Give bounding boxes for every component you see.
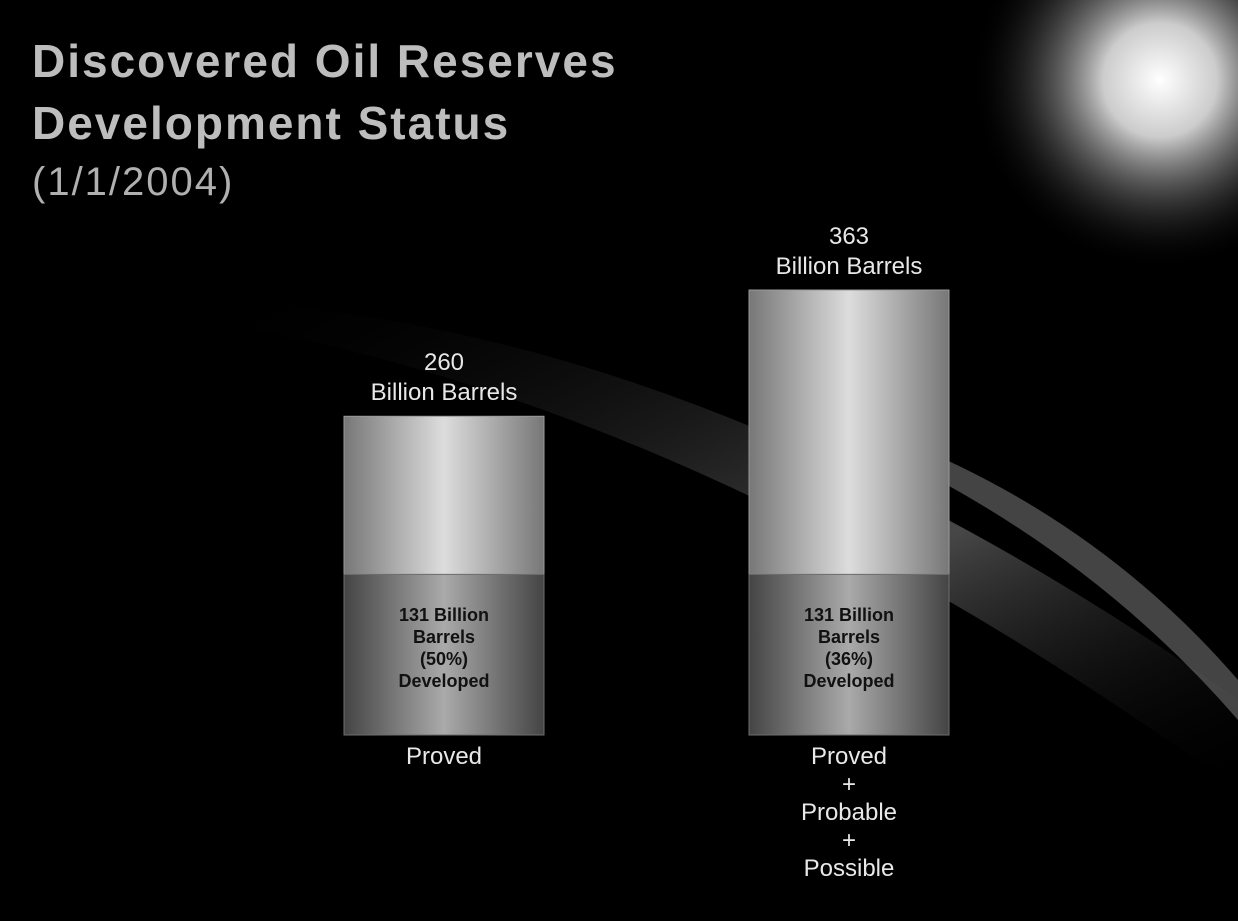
bar-developed bbox=[343, 573, 545, 736]
category-label: Proved bbox=[405, 743, 483, 770]
title: Discovered Oil Reserves Development Stat… bbox=[32, 35, 618, 149]
bar-developed bbox=[748, 573, 950, 736]
light-flare bbox=[970, 0, 1238, 270]
total-label: 363 Billion Barrels bbox=[775, 223, 923, 280]
bar-total bbox=[343, 415, 545, 575]
category-label: Proved + Probable + Possible bbox=[800, 743, 898, 882]
developed-label: 131 Billion Barrels (50%) Developed bbox=[398, 605, 490, 692]
developed-label: 131 Billion Barrels (36%) Developed bbox=[803, 605, 895, 692]
total-label: 260 Billion Barrels bbox=[370, 349, 518, 407]
bar-total bbox=[748, 289, 950, 575]
subtitle: (1/1/2004) bbox=[32, 160, 235, 204]
